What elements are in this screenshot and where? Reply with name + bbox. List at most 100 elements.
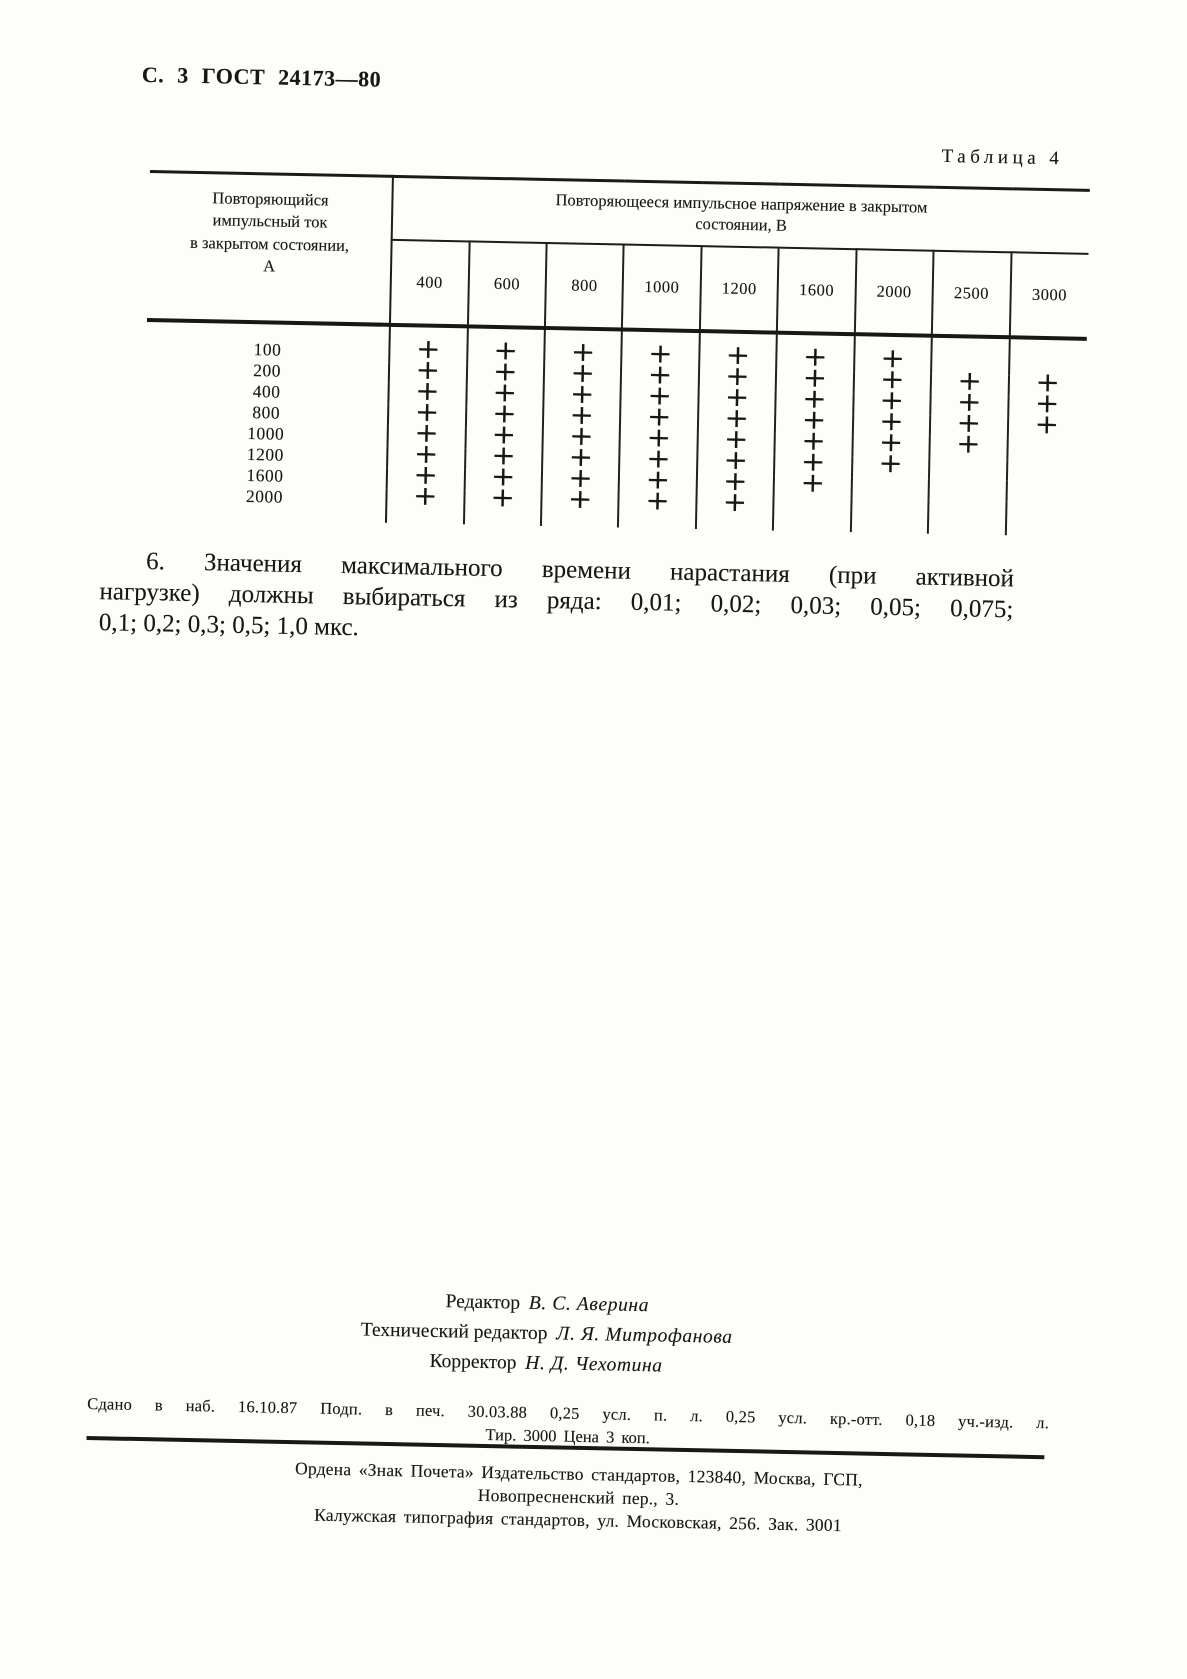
- plus-mark: +: [645, 442, 671, 475]
- plus-mark: +: [414, 416, 440, 449]
- plus-mark: +: [956, 406, 982, 439]
- plus-mark: +: [646, 421, 672, 454]
- plus-mark: +: [802, 361, 828, 394]
- plus-mark: +: [879, 405, 904, 437]
- plus-mark-cell: +: [1007, 408, 1086, 440]
- voltage-col-header-2000: 2000: [854, 249, 934, 336]
- credit-role: Редактор: [445, 1291, 521, 1314]
- table-4: Повторяющийся импульсный ток в закрытом …: [143, 170, 1090, 537]
- plus-mark: +: [725, 359, 750, 392]
- page-header: С. 3 ГОСТ 24173—80: [141, 61, 382, 92]
- plus-mark: +: [412, 479, 438, 512]
- plus-mark: +: [568, 461, 594, 494]
- plus-mark-cell: +: [695, 485, 774, 531]
- plus-mark: +: [723, 422, 749, 455]
- plus-mark: +: [955, 427, 981, 460]
- empty-cell: [1005, 501, 1084, 537]
- plus-mark: +: [570, 335, 596, 368]
- plus-mark: +: [800, 466, 826, 499]
- voltage-col-header-2500: 2500: [931, 250, 1012, 338]
- voltage-col-header-1000: 1000: [622, 244, 702, 332]
- plus-mark: +: [413, 458, 439, 491]
- plus-mark: +: [569, 398, 595, 431]
- plus-mark: +: [1035, 366, 1061, 398]
- plus-mark: +: [1034, 408, 1060, 440]
- credits-block: Редактор В. С. Аверина Технический редакт…: [256, 1283, 838, 1385]
- current-row-label: 2000: [143, 483, 387, 523]
- header-row-top: Повторяющийся импульсный ток в закрытом …: [146, 171, 1090, 325]
- plus-mark: +: [802, 382, 827, 415]
- plus-mark-cell: +: [463, 481, 542, 526]
- plus-mark: +: [878, 426, 904, 458]
- plus-mark: +: [647, 379, 673, 412]
- credit-name: В. С. Аверина: [528, 1292, 650, 1317]
- plus-mark: +: [800, 445, 826, 478]
- plus-mark: +: [879, 384, 905, 416]
- credit-name: Н. Д. Чехотина: [525, 1352, 663, 1377]
- voltage-col-header-400: 400: [416, 272, 443, 292]
- empty-cell: [1006, 438, 1085, 461]
- plus-mark: +: [415, 353, 441, 386]
- plus-mark: +: [880, 342, 906, 374]
- plus-mark-cell: +: [773, 466, 852, 499]
- plus-mark-cell: +: [851, 447, 930, 479]
- empty-cell: [1006, 480, 1084, 503]
- plus-mark: +: [801, 424, 827, 457]
- empty-cell: [773, 496, 852, 533]
- table-body: 100 + + + + + + +200 + + + + + + + + +400 + + + + + + + + +800 + + +…: [143, 319, 1087, 537]
- plus-mark-cell: +: [929, 427, 1008, 460]
- plus-mark-cell: +: [618, 484, 697, 530]
- plus-mark: +: [645, 463, 671, 496]
- credit-role: Технический редактор: [360, 1319, 548, 1345]
- row-axis-header-line: А: [263, 256, 276, 276]
- plus-mark: +: [493, 334, 519, 367]
- plus-mark: +: [491, 439, 517, 472]
- credit-role: Корректор: [429, 1350, 517, 1374]
- plus-mark: +: [722, 485, 748, 518]
- plus-mark: +: [568, 419, 594, 452]
- empty-cell: [929, 457, 1007, 481]
- plus-mark: +: [570, 356, 596, 389]
- plus-mark: +: [724, 380, 750, 413]
- plus-mark: +: [414, 374, 440, 407]
- plus-mark: +: [568, 440, 594, 473]
- empty-cell: [851, 477, 930, 500]
- plus-mark: +: [569, 377, 595, 410]
- plus-mark: +: [722, 464, 748, 497]
- plus-mark: +: [956, 385, 982, 418]
- voltage-col-header-1600: 1600: [777, 247, 857, 335]
- plus-mark: +: [879, 363, 905, 395]
- empty-cell: [927, 499, 1007, 536]
- voltage-col-header-1200: 1200: [699, 246, 779, 333]
- plus-mark: +: [490, 460, 516, 493]
- plus-mark: +: [957, 364, 983, 397]
- plus-mark: +: [492, 376, 518, 409]
- plus-mark: +: [414, 395, 440, 428]
- plus-mark: +: [490, 481, 516, 514]
- row-axis-header: Повторяющийся импульсный ток в закрытом …: [146, 171, 394, 325]
- voltage-col-header-600: 600: [467, 241, 547, 328]
- plus-mark: +: [648, 337, 673, 370]
- plus-mark: +: [724, 401, 750, 434]
- voltage-col-header-800: 800: [544, 242, 624, 330]
- empty-cell: [1006, 459, 1085, 482]
- plus-mark: +: [647, 358, 673, 391]
- empty-cell: [850, 498, 929, 534]
- current-row-label: 100: [146, 319, 391, 363]
- plus-mark: +: [491, 418, 517, 451]
- plus-mark-cell: +: [386, 479, 464, 525]
- plus-mark: +: [801, 403, 827, 436]
- plus-mark: +: [725, 338, 751, 371]
- empty-cell: [928, 478, 1007, 502]
- plus-mark: +: [723, 443, 749, 476]
- voltage-col-header-3000: 3000: [1009, 252, 1089, 339]
- plus-mark: +: [415, 332, 441, 365]
- credit-name: Л. Я. Митрофанова: [556, 1323, 733, 1348]
- plus-mark: +: [646, 400, 672, 433]
- table-header: Повторяющийся импульсный ток в закрытом …: [146, 171, 1090, 339]
- plus-mark: +: [802, 340, 828, 373]
- paragraph-6: 6. Значения максимального времени нараст…: [99, 545, 1015, 656]
- plus-mark: +: [492, 355, 518, 388]
